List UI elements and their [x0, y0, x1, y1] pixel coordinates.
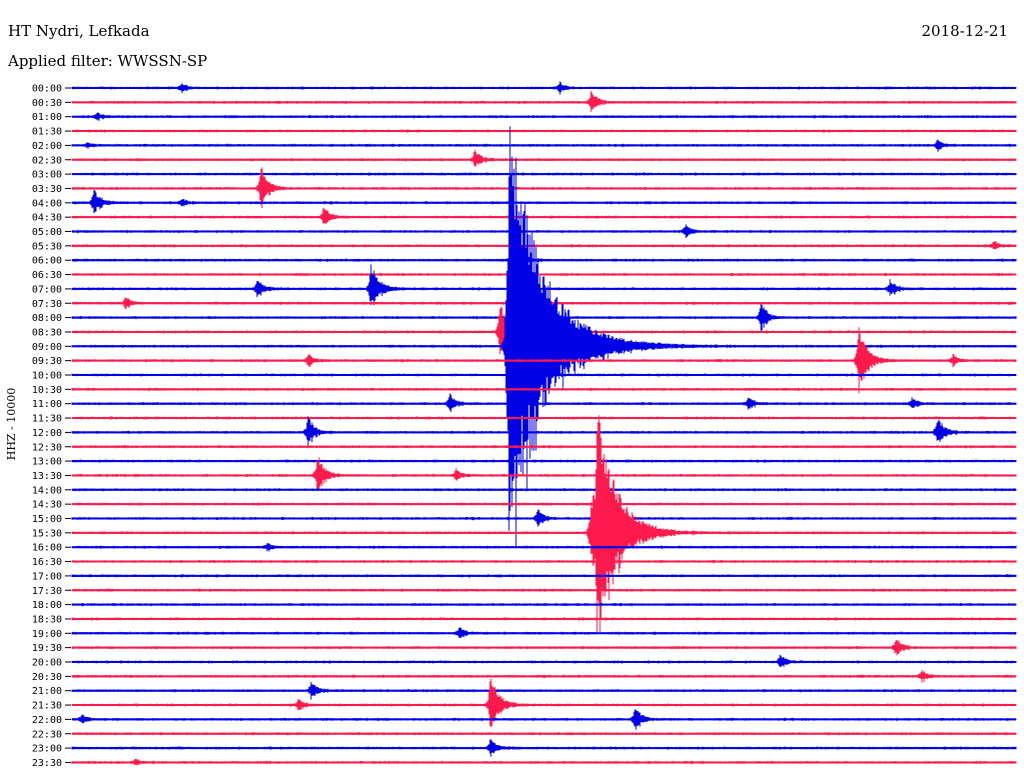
row-label-0330: 03:30 — [32, 184, 62, 195]
row-label-0530: 05:30 — [32, 241, 62, 252]
row-label-0000: 00:00 — [32, 84, 62, 95]
row-label-0730: 07:30 — [32, 299, 62, 310]
row-label-2100: 21:00 — [32, 686, 62, 697]
seismic-traces — [71, 81, 1017, 766]
row-label-0700: 07:00 — [32, 284, 62, 295]
trace-row-1330 — [71, 457, 1017, 491]
row-label-1300: 13:00 — [32, 457, 62, 468]
row-label-1430: 14:30 — [32, 500, 62, 511]
date-label: 2018-12-21 — [921, 22, 1008, 40]
row-label-1000: 10:00 — [32, 371, 62, 382]
row-label-1830: 18:30 — [32, 614, 62, 625]
row-label-1600: 16:00 — [32, 543, 62, 554]
trace-row-0230 — [71, 149, 1017, 167]
row-label-2200: 22:00 — [32, 715, 62, 726]
row-label-1930: 19:30 — [32, 643, 62, 654]
row-label-1730: 17:30 — [32, 586, 62, 597]
row-label-1530: 15:30 — [32, 528, 62, 539]
row-label-1800: 18:00 — [32, 600, 62, 611]
row-label-2000: 20:00 — [32, 658, 62, 669]
row-label-1700: 17:00 — [32, 571, 62, 582]
row-label-2330: 23:30 — [32, 758, 62, 769]
trace-row-1100 — [71, 393, 1017, 412]
row-tick-labels: 00:00 00:30 01:00 01:30 02:00 02:30 03:00 03:30… — [32, 84, 71, 769]
row-label-1200: 12:00 — [32, 428, 62, 439]
row-label-1900: 19:00 — [32, 629, 62, 640]
row-label-0130: 01:30 — [32, 127, 62, 138]
trace-row-0400 — [71, 190, 1017, 214]
row-label-0600: 06:00 — [32, 256, 62, 267]
y-axis-label: HHZ - 10000 — [5, 388, 18, 461]
row-label-2300: 23:00 — [32, 744, 62, 755]
station-title: HT Nydri, Lefkada — [8, 22, 150, 40]
row-label-0430: 04:30 — [32, 213, 62, 224]
row-label-1130: 11:30 — [32, 414, 62, 425]
row-label-2230: 22:30 — [32, 729, 62, 740]
row-label-0230: 02:30 — [32, 155, 62, 166]
trace-row-2000 — [71, 654, 1017, 667]
row-label-0030: 00:30 — [32, 98, 62, 109]
row-label-0900: 09:00 — [32, 342, 62, 353]
row-label-0630: 06:30 — [32, 270, 62, 281]
trace-row-0430 — [71, 207, 1017, 224]
row-label-0500: 05:00 — [32, 227, 62, 238]
trace-row-0600 — [71, 236, 1017, 278]
row-label-0930: 09:30 — [32, 356, 62, 367]
row-label-0800: 08:00 — [32, 313, 62, 324]
row-label-1030: 10:30 — [32, 385, 62, 396]
row-label-1500: 15:00 — [32, 514, 62, 525]
row-label-0830: 08:30 — [32, 327, 62, 338]
row-label-1230: 12:30 — [32, 442, 62, 453]
row-label-1100: 11:00 — [32, 399, 62, 410]
row-label-0100: 01:00 — [32, 112, 62, 123]
row-label-1630: 16:30 — [32, 557, 62, 568]
row-label-2030: 20:30 — [32, 672, 62, 683]
row-label-0300: 03:00 — [32, 170, 62, 181]
row-label-1330: 13:30 — [32, 471, 62, 482]
row-label-0200: 02:00 — [32, 141, 62, 152]
row-label-2130: 21:30 — [32, 701, 62, 712]
row-label-0400: 04:00 — [32, 198, 62, 209]
filter-label: Applied filter: WWSSN-SP — [8, 52, 208, 70]
row-label-1400: 14:00 — [32, 485, 62, 496]
